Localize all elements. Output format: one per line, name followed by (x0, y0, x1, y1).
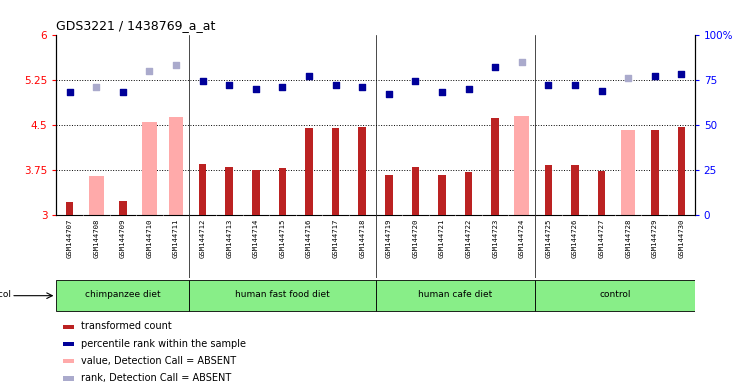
Text: GSM144726: GSM144726 (572, 218, 578, 258)
Text: GSM144724: GSM144724 (519, 218, 525, 258)
Point (117, 89, 129, 95)
Text: GSM144716: GSM144716 (306, 218, 312, 258)
Point (143, 68, 155, 74)
Bar (385, 175, 393, 215)
Text: transformed count: transformed count (80, 321, 171, 331)
Point (356, 84, 368, 90)
Point (622, 75, 634, 81)
Text: GSM144710: GSM144710 (146, 218, 152, 258)
Point (64, 89, 76, 95)
Bar (598, 171, 605, 215)
Bar (376, 280, 535, 311)
Point (436, 89, 448, 95)
Text: chimpanzee diet: chimpanzee diet (85, 290, 161, 300)
Point (250, 86, 262, 92)
Text: GSM144719: GSM144719 (386, 218, 392, 258)
Point (409, 78, 421, 84)
Bar (572, 165, 579, 215)
Text: GSM144720: GSM144720 (412, 218, 418, 258)
Bar (62, 376, 74, 381)
Bar (225, 167, 233, 215)
Text: GSM144728: GSM144728 (625, 218, 631, 258)
Text: GSM144713: GSM144713 (226, 218, 232, 258)
Bar (677, 127, 685, 215)
Text: percentile rank within the sample: percentile rank within the sample (80, 339, 246, 349)
Text: GSM144709: GSM144709 (120, 218, 126, 258)
Text: GSM144730: GSM144730 (678, 218, 684, 258)
Bar (412, 167, 419, 215)
Text: protocol: protocol (0, 290, 11, 300)
Text: GSM144727: GSM144727 (599, 218, 605, 258)
Point (90, 84, 102, 90)
Text: value, Detection Call = ABSENT: value, Detection Call = ABSENT (80, 356, 236, 366)
Point (675, 71, 687, 77)
Text: GSM144717: GSM144717 (333, 218, 339, 258)
Point (170, 62, 182, 68)
Text: GSM144711: GSM144711 (173, 218, 179, 258)
Point (569, 82, 581, 88)
Text: GSM144725: GSM144725 (545, 218, 551, 258)
Bar (189, 280, 376, 311)
Point (383, 91, 395, 97)
Bar (439, 175, 446, 215)
Bar (491, 118, 499, 215)
Text: GSM144723: GSM144723 (492, 218, 498, 258)
Bar (56, 280, 189, 311)
Bar (89, 176, 104, 215)
Bar (279, 168, 286, 215)
Point (197, 78, 209, 84)
Bar (252, 170, 260, 215)
Bar (142, 122, 157, 215)
Text: rank, Detection Call = ABSENT: rank, Detection Call = ABSENT (80, 373, 231, 383)
Point (330, 82, 342, 88)
Point (649, 73, 661, 79)
Bar (465, 172, 472, 215)
Text: GSM144708: GSM144708 (93, 218, 99, 258)
Point (516, 59, 528, 65)
Bar (535, 280, 695, 311)
Bar (358, 127, 366, 215)
Bar (544, 165, 552, 215)
Point (542, 82, 554, 88)
Text: human cafe diet: human cafe diet (418, 290, 493, 300)
Bar (332, 128, 339, 215)
Bar (305, 128, 312, 215)
Bar (621, 130, 635, 215)
Text: control: control (599, 290, 631, 300)
Bar (514, 116, 529, 215)
Bar (66, 202, 74, 215)
Point (489, 64, 501, 70)
Bar (169, 117, 183, 215)
Point (276, 84, 288, 90)
Text: GSM144715: GSM144715 (279, 218, 285, 258)
Bar (62, 359, 74, 363)
Text: GSM144714: GSM144714 (253, 218, 259, 258)
Text: GSM144729: GSM144729 (652, 218, 658, 258)
Bar (119, 201, 126, 215)
Text: GDS3221 / 1438769_a_at: GDS3221 / 1438769_a_at (56, 19, 216, 32)
Text: human fast food diet: human fast food diet (235, 290, 330, 300)
Point (596, 88, 608, 94)
Bar (651, 130, 659, 215)
Point (463, 86, 475, 92)
Point (223, 82, 235, 88)
Text: GSM144718: GSM144718 (359, 218, 365, 258)
Text: GSM144712: GSM144712 (200, 218, 206, 258)
Bar (62, 342, 74, 346)
Text: GSM144707: GSM144707 (67, 218, 73, 258)
Bar (199, 164, 207, 215)
Bar (62, 324, 74, 329)
Text: GSM144721: GSM144721 (439, 218, 445, 258)
Point (303, 73, 315, 79)
Text: GSM144722: GSM144722 (466, 218, 472, 258)
